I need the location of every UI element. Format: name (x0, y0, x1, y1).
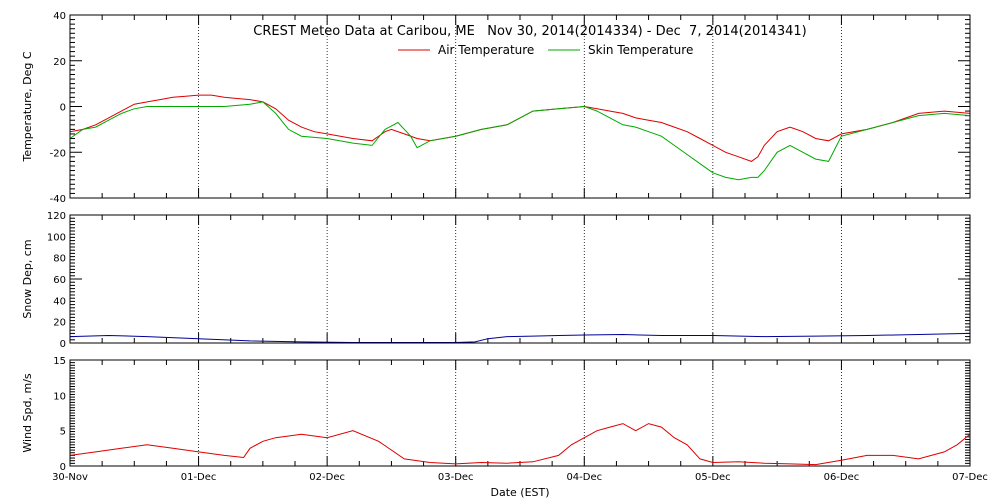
snow-depth-line (70, 332, 970, 343)
x-tick-label: 01-Dec (181, 472, 217, 483)
y-tick-label: 0 (60, 339, 66, 350)
panel-temperature: -40 -20 0 20 40 Temperature, Deg C (21, 11, 971, 205)
air-temperature-line (70, 94, 970, 162)
y-tick-label: -20 (50, 148, 66, 159)
legend-air-temperature-label: Air Temperature (438, 43, 534, 57)
x-tick-label: 04-Dec (566, 472, 602, 483)
x-tick-label: 05-Dec (695, 472, 731, 483)
x-tick-label: 07-Dec (952, 472, 988, 483)
y-tick-label: 0 (60, 103, 66, 114)
panel-frame (69, 214, 971, 344)
y-tick-label: 10 (53, 391, 66, 402)
x-tick-label: 02-Dec (309, 472, 345, 483)
y-tick-label: 0 (60, 462, 66, 473)
x-axis-label: Date (EST) (490, 486, 549, 499)
y-tick-label: 100 (47, 232, 66, 243)
y-tick-label: 40 (53, 11, 66, 22)
y-tick-label: 40 (53, 296, 66, 307)
chart-title: CREST Meteo Data at Caribou, ME Nov 30, … (253, 24, 806, 39)
panel-snow-depth: 0 20 40 60 80 100 120 Snow Dep, cm (21, 211, 971, 350)
x-tick-label: 30-Nov (52, 472, 88, 483)
y-axis-label: Temperature, Deg C (21, 51, 34, 162)
chart-panels: -40 -20 0 20 40 Temperature, Deg C 0 20 40 60 80 10… (21, 11, 988, 483)
legend-skin-temperature-label: Skin Temperature (588, 43, 693, 57)
y-tick-label: -40 (50, 194, 66, 205)
y-tick-label: 60 (53, 275, 66, 286)
y-tick-label: 80 (53, 254, 66, 265)
wind-speed-line (70, 423, 970, 466)
y-tick-label: 20 (53, 318, 66, 329)
y-axis-label: Wind Spd, m/s (21, 373, 34, 453)
y-tick-label: 5 (60, 427, 66, 438)
y-tick-label: 20 (53, 57, 66, 68)
chart-legend: Air Temperature Skin Temperature (398, 43, 693, 57)
x-tick-label: 06-Dec (824, 472, 860, 483)
y-axis-label: Snow Dep, cm (21, 239, 34, 318)
skin-temperature-line (70, 101, 970, 181)
y-tick-label: 120 (47, 211, 66, 222)
panel-wind-speed: 0 5 10 15 Wind Spd, m/s (21, 356, 971, 473)
panel-frame (69, 359, 971, 467)
y-tick-label: 15 (53, 356, 66, 367)
panel-frame (69, 14, 971, 199)
x-tick-label: 03-Dec (438, 472, 474, 483)
